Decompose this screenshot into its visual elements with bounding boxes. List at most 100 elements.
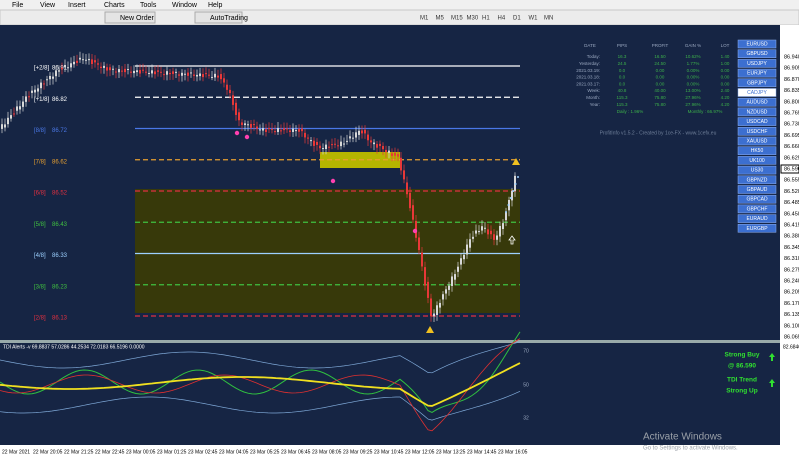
candle-body — [355, 132, 357, 138]
symbol-label[interactable]: EURJPY — [747, 71, 767, 77]
symbol-label[interactable]: USDJPY — [747, 61, 767, 67]
symbol-button[interactable] — [737, 88, 777, 97]
menu-item[interactable]: Tools — [140, 2, 157, 9]
candle-body — [505, 211, 507, 221]
candle-body — [22, 101, 24, 107]
candle-body — [259, 129, 261, 131]
symbol-label[interactable]: GBPCAD — [746, 197, 768, 203]
symbol-button[interactable] — [737, 136, 777, 146]
toolbar-button[interactable] — [194, 11, 243, 24]
symbol-button[interactable] — [737, 185, 777, 194]
symbol-button[interactable] — [737, 68, 777, 78]
symbol-label[interactable]: USDCAD — [746, 119, 768, 125]
symbol-label[interactable]: GBPCHF — [747, 206, 768, 212]
timeframe[interactable]: H4 — [498, 16, 506, 22]
candle-body — [100, 66, 102, 68]
symbol-button[interactable] — [737, 59, 777, 68]
toolbar-button[interactable] — [104, 11, 156, 24]
candle-body — [136, 70, 138, 73]
symbol-label[interactable]: NZDUSD — [747, 109, 768, 115]
symbol-label[interactable]: CADJPY — [747, 90, 767, 96]
candle-body — [388, 150, 390, 153]
table-cell: 0.00 — [721, 75, 730, 80]
symbol-button[interactable] — [737, 117, 777, 126]
symbol-label[interactable]: AUDUSD — [746, 100, 768, 106]
symbol-label[interactable]: GBPAUD — [747, 187, 768, 193]
menu-item[interactable]: Charts — [104, 2, 125, 9]
symbol-button[interactable] — [737, 146, 777, 155]
candle-body — [154, 71, 156, 75]
timeframe[interactable]: MN — [544, 16, 553, 22]
candle-body — [196, 74, 198, 77]
time-scale — [0, 445, 799, 459]
murrey-label: [4/8] — [34, 253, 46, 259]
price-label: 86.100 — [784, 323, 799, 329]
candle-body — [379, 143, 381, 146]
symbol-label[interactable]: EURUSD — [746, 42, 768, 48]
timeframe[interactable]: D1 — [513, 16, 521, 22]
menu-item[interactable]: Help — [208, 2, 223, 9]
timeframe[interactable]: M15 — [451, 16, 463, 22]
candle-body — [58, 70, 60, 72]
symbol-button[interactable] — [737, 175, 777, 185]
candle-body — [493, 234, 495, 240]
symbol-button[interactable] — [737, 39, 777, 49]
timeframe[interactable]: M30 — [467, 16, 479, 22]
candle-body — [82, 59, 84, 61]
symbol-label[interactable]: EURAUD — [746, 216, 768, 222]
symbol-label[interactable]: USDCHF — [747, 129, 768, 135]
candle-body — [34, 89, 36, 93]
toolbar-button-label[interactable]: AutoTrading — [210, 15, 248, 22]
candle-body — [481, 226, 483, 231]
candle-body — [403, 170, 405, 180]
symbol-button[interactable] — [737, 165, 777, 175]
timeframe[interactable]: H1 — [482, 16, 490, 22]
candle-body — [433, 313, 435, 317]
candle-body — [121, 70, 123, 72]
price-label: 86.310 — [784, 256, 799, 262]
timeframe[interactable]: M1 — [420, 16, 429, 22]
symbol-button[interactable] — [737, 49, 777, 58]
time-label: 23 Mar 16:05 — [498, 449, 528, 455]
candle-body — [220, 74, 222, 80]
menu-item[interactable]: Insert — [68, 2, 86, 9]
price-label: 86.765 — [784, 110, 799, 116]
murrey-price: 86.33 — [52, 253, 68, 259]
candle-body — [76, 60, 78, 63]
murrey-label: [2/8] — [34, 316, 46, 322]
candle-body — [118, 69, 120, 73]
signal-arrow — [512, 158, 520, 165]
symbol-button[interactable] — [737, 194, 777, 204]
signal-text: TDI Trend — [727, 377, 757, 384]
symbol-button[interactable] — [737, 214, 777, 223]
signal-text: Strong Buy — [724, 352, 759, 359]
symbol-button[interactable] — [737, 156, 777, 165]
menu-item[interactable]: Window — [172, 2, 198, 9]
timeframe[interactable]: M5 — [436, 16, 445, 22]
candle-body — [55, 70, 57, 77]
time-label: 23 Mar 09:25 — [343, 449, 373, 455]
menu-item[interactable]: File — [12, 2, 23, 9]
symbol-button[interactable] — [737, 204, 777, 214]
symbol-label[interactable]: XAUUSD — [747, 139, 768, 145]
symbol-button[interactable] — [737, 78, 777, 88]
symbol-label[interactable]: GBPUSD — [746, 51, 768, 57]
toolbar-button-label[interactable]: New Order — [120, 15, 155, 22]
symbol-button[interactable] — [737, 224, 777, 233]
candle-body — [394, 152, 396, 156]
symbol-button[interactable] — [737, 107, 777, 117]
menu-item[interactable]: View — [40, 2, 56, 9]
symbol-label[interactable]: HK50 — [751, 148, 764, 154]
candle-body — [238, 112, 240, 121]
table-cell: 1.77% — [687, 61, 700, 66]
symbol-button[interactable] — [737, 97, 777, 107]
symbol-label[interactable]: EURGBP — [746, 226, 768, 232]
candle-body — [499, 225, 501, 237]
symbol-label[interactable]: US30 — [751, 168, 764, 174]
symbol-label[interactable]: GBPJPY — [747, 80, 767, 86]
candle-body — [148, 72, 150, 74]
symbol-label[interactable]: GBPNZD — [747, 177, 768, 183]
timeframe[interactable]: W1 — [529, 16, 539, 22]
symbol-button[interactable] — [737, 127, 777, 136]
symbol-label[interactable]: UK100 — [749, 158, 765, 164]
